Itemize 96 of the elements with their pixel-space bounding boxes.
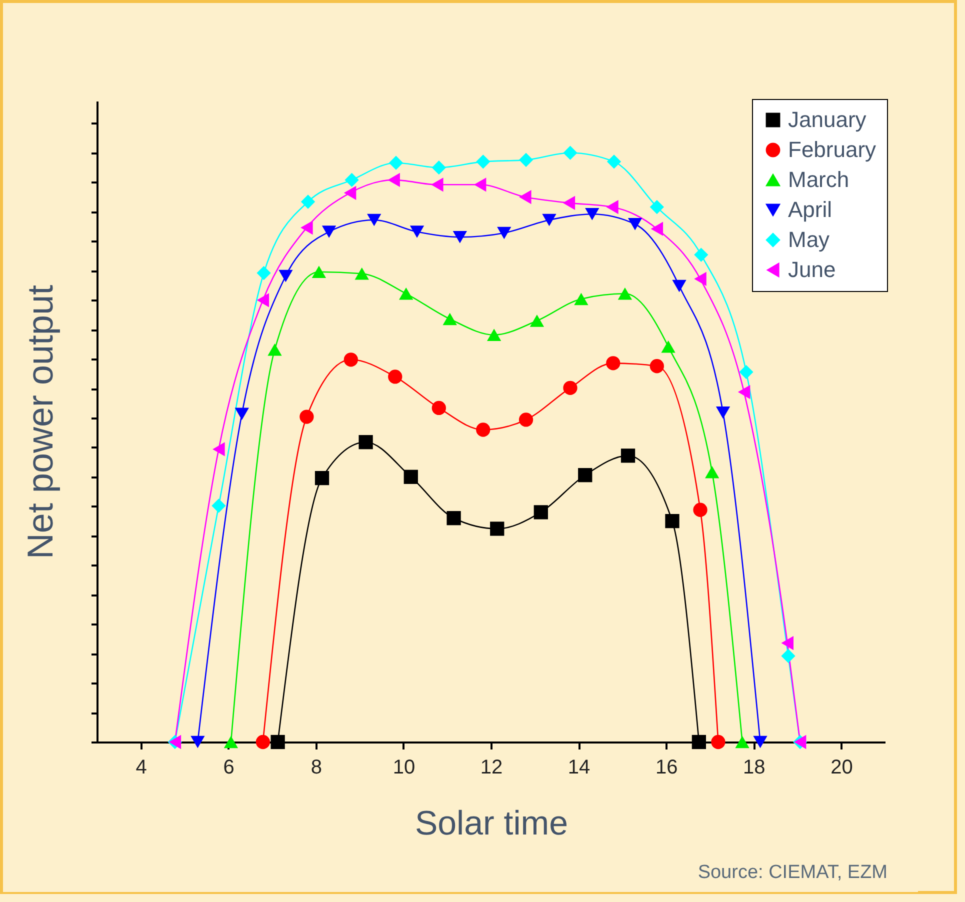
point — [490, 522, 504, 536]
point — [442, 312, 457, 326]
point — [694, 272, 706, 286]
point — [661, 340, 676, 353]
point — [404, 470, 418, 484]
x-tick-label: 6 — [223, 756, 234, 778]
point — [256, 734, 270, 750]
point — [278, 270, 293, 282]
point — [694, 248, 708, 262]
point — [256, 293, 270, 308]
point — [563, 146, 578, 160]
point — [432, 400, 446, 416]
point — [476, 154, 490, 169]
point — [585, 208, 600, 220]
point — [410, 226, 424, 238]
point — [474, 178, 486, 192]
point — [256, 266, 271, 280]
point — [574, 292, 588, 306]
point — [705, 466, 720, 478]
point — [497, 226, 512, 240]
point — [739, 364, 754, 380]
point — [344, 186, 356, 200]
point — [452, 230, 467, 244]
point — [606, 200, 618, 214]
x-tick-label: 10 — [392, 756, 416, 778]
legend-label: April — [788, 197, 832, 222]
point — [530, 314, 544, 327]
legend-label: February — [788, 137, 876, 162]
point — [672, 280, 686, 292]
point — [300, 220, 313, 235]
point — [753, 736, 768, 748]
x-tick-label: 20 — [830, 756, 853, 778]
point — [711, 734, 726, 750]
point — [781, 636, 794, 650]
point — [628, 218, 642, 230]
point — [716, 406, 730, 419]
point — [578, 468, 592, 482]
y-axis-title: Net power output — [20, 284, 60, 560]
point — [620, 448, 636, 463]
legend-label: May — [788, 227, 830, 252]
x-tick-label: 8 — [310, 756, 322, 778]
point — [650, 222, 664, 236]
point — [563, 380, 578, 395]
point — [606, 356, 620, 370]
x-tick-label: 14 — [568, 756, 590, 778]
point — [270, 734, 285, 750]
point — [562, 196, 576, 210]
point — [650, 200, 664, 214]
point — [234, 408, 249, 420]
point — [268, 344, 282, 356]
point — [212, 498, 226, 513]
point — [344, 352, 358, 367]
point — [367, 214, 382, 226]
point — [388, 172, 400, 188]
x-tick-label: 4 — [136, 756, 147, 778]
point — [388, 156, 404, 170]
point — [300, 194, 316, 209]
point — [314, 470, 330, 486]
point — [618, 288, 632, 300]
point — [432, 160, 446, 175]
point — [738, 384, 750, 400]
point — [212, 442, 225, 456]
x-tick-label: 16 — [655, 756, 678, 778]
x-axis-title: Solar time — [414, 804, 568, 842]
point — [692, 734, 706, 750]
point — [300, 410, 314, 424]
point — [534, 505, 548, 520]
point — [446, 511, 461, 526]
legend-label: March — [788, 167, 850, 192]
point — [665, 514, 680, 528]
point — [606, 154, 622, 169]
point — [518, 152, 534, 167]
x-tick-label: 18 — [743, 756, 766, 778]
point — [431, 178, 444, 192]
point — [322, 226, 336, 238]
point — [518, 412, 534, 427]
point — [399, 288, 414, 300]
point — [190, 736, 205, 748]
point — [388, 370, 402, 384]
point — [476, 422, 490, 437]
point — [650, 359, 664, 374]
point — [224, 736, 238, 748]
point — [358, 435, 373, 450]
point — [519, 190, 532, 204]
point — [486, 328, 502, 342]
source-note: Source: CIEMAT, EZM — [698, 862, 888, 883]
point — [344, 172, 359, 188]
point — [693, 502, 708, 517]
legend-label: January — [788, 107, 866, 132]
x-tick-label: 12 — [480, 756, 503, 778]
point — [781, 648, 796, 664]
point — [354, 268, 369, 280]
legend-label: June — [788, 257, 836, 282]
point — [735, 736, 750, 748]
point — [312, 266, 326, 278]
point — [542, 214, 556, 226]
